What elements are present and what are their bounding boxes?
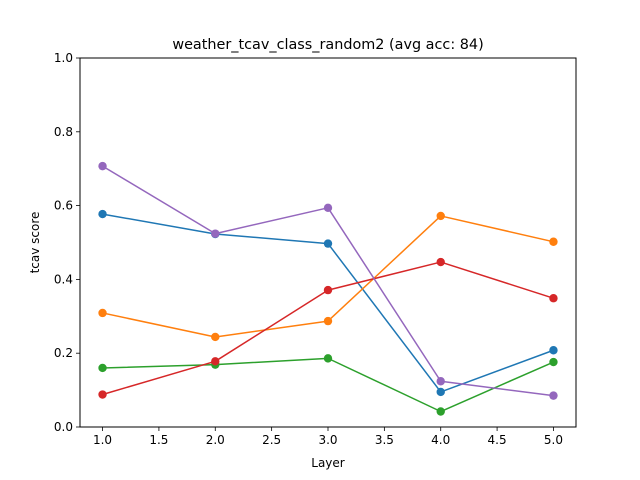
series-1-point [323, 239, 333, 248]
series-2-point [549, 237, 558, 246]
series-5-point [211, 229, 220, 238]
series-4-point [436, 257, 445, 267]
y-tick-label: 1.0 [54, 51, 73, 65]
series-3-point [98, 363, 107, 373]
x-tick-label: 3.0 [318, 433, 337, 447]
series-4-point [323, 285, 333, 295]
series-2-point [323, 316, 333, 326]
chart-title: weather_tcav_class_random2 (avg acc: 84) [172, 37, 483, 53]
y-tick-label: 0.2 [54, 346, 73, 360]
series-3-point [323, 354, 333, 363]
series-1-point [549, 346, 558, 355]
y-axis-title: tcav score [28, 212, 42, 274]
y-tick-label: 0.4 [54, 272, 73, 286]
series-layer [98, 161, 558, 416]
series-5-point [436, 377, 445, 386]
series-3-point [549, 357, 558, 367]
series-4-point [98, 390, 107, 399]
series-1-point [436, 387, 445, 397]
series-1-point [98, 209, 107, 219]
x-tick-label: 1.0 [93, 433, 112, 447]
series-5-point [98, 161, 107, 171]
x-tick-label: 2.5 [262, 433, 281, 447]
x-tick-label: 4.5 [488, 433, 507, 447]
series-4-point [211, 357, 220, 366]
series-5-point [549, 391, 558, 400]
x-tick-label: 4.0 [431, 433, 450, 447]
series-2-point [436, 211, 445, 221]
y-tick-label: 0.6 [54, 199, 73, 213]
series-2-point [98, 308, 107, 318]
series-3-point [436, 407, 445, 416]
series-5-point [323, 203, 333, 213]
x-tick-label: 3.5 [375, 433, 394, 447]
x-tick-label: 2.0 [206, 433, 225, 447]
y-tick-label: 0.8 [54, 125, 73, 139]
series-2-point [211, 332, 220, 342]
x-axis-title: Layer [311, 456, 345, 470]
x-axis-ticks: 1.0 1.5 2.0 2.5 3.0 3.5 4.0 4.5 5.0 [93, 427, 563, 447]
series-4-point [549, 294, 558, 303]
y-axis-ticks: 0.0 0.2 0.4 0.6 0.8 1.0 [54, 51, 80, 434]
x-tick-label: 5.0 [544, 433, 563, 447]
x-tick-label: 1.5 [149, 433, 168, 447]
y-tick-label: 0.0 [54, 420, 73, 434]
